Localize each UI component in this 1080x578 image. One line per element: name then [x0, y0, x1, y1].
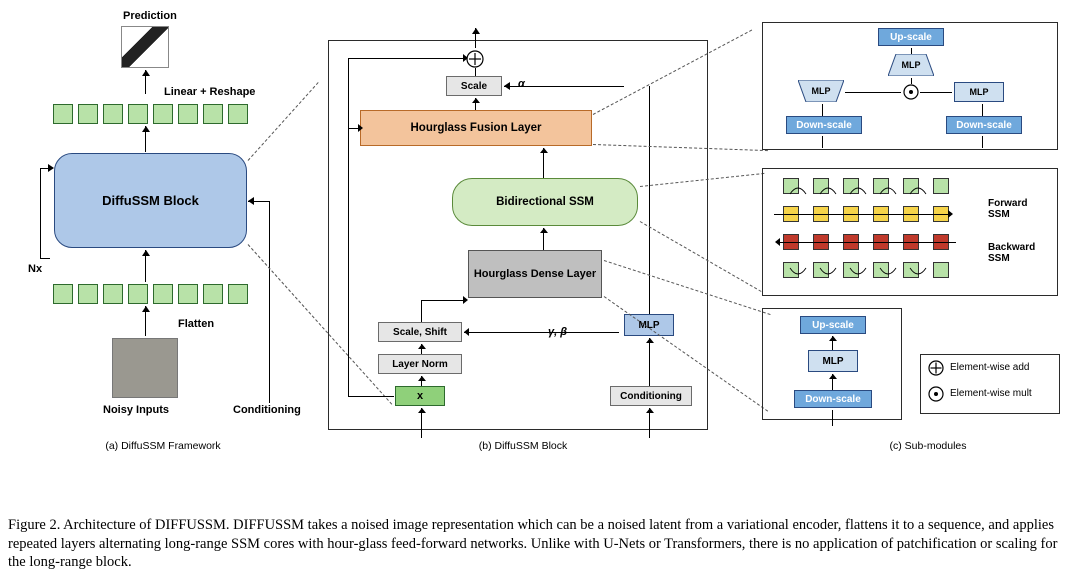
conditioning-box: Conditioning [610, 386, 692, 406]
panel-c-caption: (c) Sub-modules [868, 440, 988, 452]
ssm-curves [778, 176, 958, 286]
flatten-label: Flatten [178, 318, 214, 330]
legend-add: Element-wise add [950, 362, 1029, 373]
legend-odot-icon [928, 386, 944, 402]
hourglass-fusion-box: Hourglass Fusion Layer [360, 110, 592, 146]
scale-box: Scale [446, 76, 502, 96]
x-box: x [395, 386, 445, 406]
mlp-trap-left: MLP [798, 80, 844, 102]
mlp-box-right: MLP [954, 82, 1004, 102]
scale-shift-box: Scale, Shift [378, 322, 462, 342]
downscale-box-3: Down-scale [794, 390, 872, 408]
nx-label: Nx [28, 263, 42, 275]
alpha-label: α [518, 78, 525, 90]
mlp-box-b: MLP [624, 314, 674, 336]
svg-text:MLP: MLP [902, 60, 921, 70]
forward-ssm-label: Forward SSM [988, 198, 1048, 220]
downscale-box-1: Down-scale [786, 116, 862, 134]
panel-a-caption: (a) DiffuSSM Framework [83, 440, 243, 452]
figure-diagram: Prediction Linear + Reshape DiffuSSM Blo… [8, 8, 1072, 498]
mlp-box-bot: MLP [808, 350, 858, 372]
legend-mult: Element-wise mult [950, 388, 1032, 399]
upscale-box-2: Up-scale [800, 316, 866, 334]
linear-reshape-label: Linear + Reshape [164, 86, 255, 98]
hourglass-dense-box: Hourglass Dense Layer [468, 250, 602, 298]
conditioning-label-a: Conditioning [233, 404, 301, 416]
prediction-label: Prediction [123, 10, 177, 22]
downscale-box-2: Down-scale [946, 116, 1022, 134]
legend-oplus-icon [928, 360, 944, 376]
backward-ssm-label: Backward SSM [988, 242, 1050, 264]
mlp-trap-top: MLP [888, 54, 934, 76]
oplus-icon [466, 50, 484, 68]
diffussm-block: DiffuSSM Block [54, 153, 247, 248]
panel-b-caption: (b) DiffuSSM Block [463, 440, 583, 452]
bidirectional-ssm-box: Bidirectional SSM [452, 178, 638, 226]
svg-text:MLP: MLP [812, 86, 831, 96]
prediction-image [121, 26, 169, 68]
figure-caption: Figure 2. Architecture of DIFFUSSM. DIFF… [8, 516, 1068, 572]
noisy-image [112, 338, 178, 398]
odot-icon [903, 84, 919, 100]
upscale-box-1: Up-scale [878, 28, 944, 46]
noisy-inputs-label: Noisy Inputs [103, 404, 169, 416]
layernorm-box: Layer Norm [378, 354, 462, 374]
